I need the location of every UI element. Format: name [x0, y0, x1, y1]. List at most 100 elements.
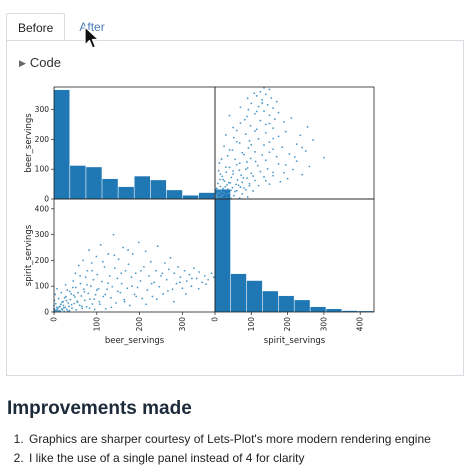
- scatter-point: [249, 124, 252, 127]
- scatter-point: [131, 253, 134, 255]
- histogram-bar: [278, 295, 294, 312]
- scatter-point: [136, 286, 139, 289]
- scatter-point: [268, 151, 271, 154]
- scatter-point: [227, 181, 230, 184]
- scatter-point: [183, 269, 186, 272]
- scatter-point: [252, 190, 255, 192]
- scatter-point: [264, 159, 267, 162]
- scatter-point: [86, 269, 89, 272]
- scatter-point: [263, 144, 265, 146]
- scatter-point: [231, 186, 234, 189]
- histogram-bar: [215, 189, 231, 312]
- scatter-point: [259, 119, 262, 122]
- scatter-point: [232, 126, 235, 129]
- scatter-point: [235, 129, 238, 132]
- scatter-point: [71, 286, 74, 289]
- scatter-point: [304, 150, 307, 152]
- scatter-point: [261, 154, 264, 156]
- scatter-point: [252, 175, 255, 177]
- scatter-point: [93, 298, 96, 301]
- scatter-point: [238, 162, 241, 165]
- scatter-point: [239, 122, 242, 124]
- scatter-point: [266, 103, 269, 106]
- scatter-point: [235, 189, 238, 192]
- scatter-point: [226, 184, 228, 186]
- scatter-point: [301, 173, 304, 176]
- code-toggle[interactable]: ▶ Code: [19, 55, 61, 70]
- scatter-point: [292, 168, 294, 171]
- scatter-point: [254, 179, 256, 182]
- scatter-point: [266, 168, 269, 170]
- scatter-point: [224, 166, 227, 169]
- scatter-point: [222, 193, 224, 196]
- scatter-point: [207, 278, 210, 281]
- scatter-point: [82, 259, 85, 262]
- scatter-point: [284, 130, 287, 133]
- scatter-point: [74, 296, 76, 298]
- scatter-point: [261, 98, 264, 101]
- scatter-point: [286, 177, 289, 180]
- scatter-point: [74, 272, 77, 275]
- scatter-point: [179, 276, 182, 279]
- scatter-point: [238, 142, 241, 144]
- scatter-point: [92, 278, 95, 281]
- scatter-point: [226, 154, 229, 157]
- histogram-bar: [86, 167, 102, 199]
- scatter-point: [217, 182, 219, 185]
- scatter-point: [241, 151, 244, 154]
- histogram-bar: [134, 176, 150, 199]
- y-axis-label: spirit_servings: [24, 224, 34, 286]
- scatter-point: [74, 286, 77, 289]
- scatter-point: [244, 188, 247, 191]
- improvements-list: Graphics are sharper courtesy of Lets-Pl…: [0, 430, 431, 468]
- scatter-point: [131, 285, 133, 288]
- scatter-point: [201, 281, 204, 284]
- tick-label: 400: [356, 317, 365, 332]
- scatter-point: [235, 163, 238, 166]
- scatter-point: [133, 293, 136, 296]
- scatter-point: [110, 306, 113, 309]
- scatter-point: [243, 118, 246, 121]
- scatter-point: [145, 303, 147, 306]
- scatter-point: [272, 148, 274, 151]
- scatter-point: [254, 160, 257, 163]
- scatter-point: [112, 233, 115, 236]
- scatter-point: [86, 284, 88, 286]
- tab-before[interactable]: Before: [6, 13, 66, 41]
- scatter-point: [220, 158, 223, 160]
- scatter-point: [263, 86, 265, 89]
- scatter-point: [173, 272, 176, 275]
- histogram-bar: [246, 280, 263, 312]
- histogram-bar: [294, 300, 310, 312]
- scatter-point: [73, 302, 76, 305]
- scatter-point: [224, 185, 227, 188]
- scatter-point: [103, 265, 106, 268]
- scatter-point: [259, 90, 262, 93]
- tab-bar: Before After: [6, 13, 116, 41]
- scatter-point: [146, 289, 149, 291]
- scatter-point: [219, 185, 222, 188]
- scatter-point: [246, 196, 249, 198]
- scatter-point: [61, 301, 64, 304]
- tick-label: 0: [44, 195, 49, 204]
- histogram-bar: [150, 180, 167, 199]
- scatter-point: [257, 137, 260, 140]
- list-item: Graphics are sharper courtesy of Lets-Pl…: [27, 430, 431, 449]
- scatter-point: [273, 118, 276, 121]
- scatter-point: [283, 120, 285, 123]
- scatter-point: [254, 151, 256, 153]
- scatter-point: [205, 283, 207, 286]
- scatter-point: [250, 143, 253, 146]
- scatter-point: [238, 169, 241, 172]
- scatter-point: [246, 97, 249, 100]
- scatter-point: [89, 285, 92, 288]
- scatter-point: [279, 180, 282, 183]
- scatter-point: [72, 294, 75, 297]
- scatter-point: [62, 306, 65, 309]
- scatter-point: [93, 308, 96, 311]
- scatter-point: [97, 287, 100, 290]
- scatter-point: [76, 301, 79, 304]
- histogram-bar: [262, 291, 278, 312]
- scatter-point: [149, 260, 152, 263]
- scatter-point: [66, 289, 69, 291]
